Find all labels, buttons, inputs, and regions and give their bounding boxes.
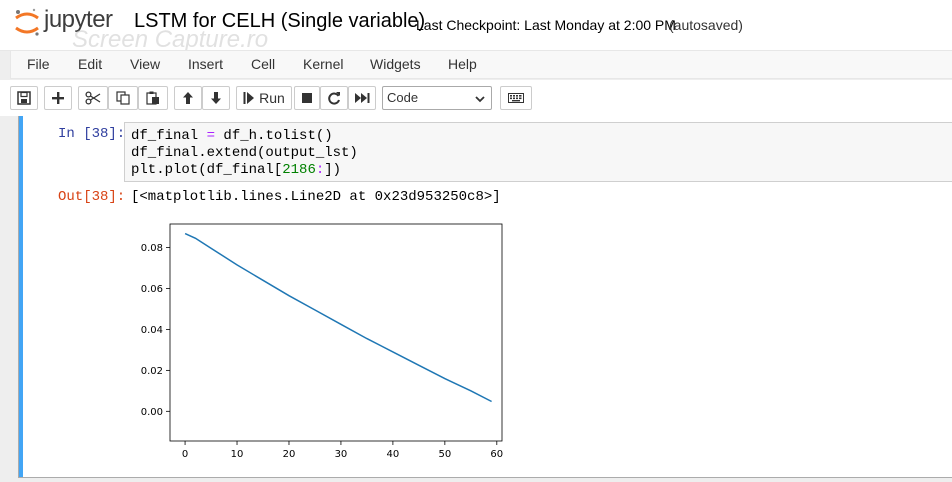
menu-view[interactable]: View [130, 56, 161, 72]
axes-frame [169, 223, 503, 442]
arrow-down-icon [211, 92, 221, 104]
run-button[interactable]: Run [236, 86, 292, 110]
x-tick-label: 0 [182, 449, 188, 460]
stop-icon [302, 93, 312, 103]
command-palette-button[interactable] [500, 86, 532, 110]
cell-type-select[interactable]: Code [382, 86, 492, 110]
x-tick-label: 50 [438, 449, 451, 460]
restart-icon [328, 92, 340, 105]
save-icon [17, 91, 31, 105]
input-prompt: In [38]: [58, 126, 126, 142]
paste-icon [146, 91, 159, 105]
x-tick-label: 30 [335, 449, 348, 460]
chevron-down-icon [475, 96, 485, 103]
watermark: Screen Capture.ro [72, 26, 269, 53]
cut-icon [85, 91, 101, 105]
header-bar: jupyter LSTM for CELH (Single variable) … [0, 0, 952, 53]
menu-insert[interactable]: Insert [188, 56, 224, 72]
menu-widgets[interactable]: Widgets [370, 56, 421, 72]
y-tick-label: 0.00 [141, 407, 163, 418]
output-text: [<matplotlib.lines.Line2D at 0x23d953250… [131, 189, 501, 205]
run-icon [243, 92, 255, 104]
jupyter-logo-icon [15, 8, 39, 36]
move-down-button[interactable] [202, 86, 230, 110]
selected-cell-indicator [18, 116, 23, 478]
menu-bar: File Edit View Insert Cell Kernel Widget… [10, 51, 952, 79]
y-tick-label: 0.04 [141, 325, 163, 336]
series-line [184, 232, 492, 403]
paste-button[interactable] [138, 86, 168, 110]
notebook-area: In [38]: df_final = df_h.tolist() df_fin… [0, 116, 952, 482]
code-line-3: plt.plot(df_final[2186:]) [131, 162, 342, 178]
x-tick-label: 20 [283, 449, 296, 460]
code-cell[interactable] [18, 116, 952, 478]
menu-kernel[interactable]: Kernel [303, 56, 344, 72]
jupyter-logo[interactable] [10, 6, 120, 42]
x-tick-label: 10 [231, 449, 244, 460]
toolbar: Run Code [0, 80, 952, 116]
code-line-1: df_final = df_h.tolist() [131, 128, 333, 144]
restart-kernel-button[interactable] [320, 86, 348, 110]
y-tick-label: 0.02 [141, 366, 163, 377]
header-divider [0, 50, 952, 51]
insert-cell-button[interactable] [44, 86, 72, 110]
jupyter-logo-text: jupyter [44, 6, 113, 33]
y-tick-label: 0.06 [141, 284, 163, 295]
menu-cell[interactable]: Cell [251, 56, 276, 72]
menu-edit[interactable]: Edit [78, 56, 103, 72]
save-button[interactable] [10, 86, 38, 110]
autosave-status: (autosaved) [669, 17, 743, 33]
y-tick-label: 0.08 [141, 243, 163, 254]
plus-icon [52, 92, 64, 104]
cell-type-value: Code [387, 90, 419, 105]
move-up-button[interactable] [174, 86, 202, 110]
output-prompt: Out[38]: [58, 189, 126, 205]
cut-button[interactable] [78, 86, 108, 110]
notebook-title[interactable]: LSTM for CELH (Single variable) [134, 10, 426, 32]
x-tick-label: 40 [387, 449, 400, 460]
checkpoint-status: Last Checkpoint: Last Monday at 2:00 PM [416, 17, 676, 33]
x-tick-label: 60 [490, 449, 503, 460]
copy-icon [116, 91, 130, 105]
fast-forward-icon [355, 93, 370, 103]
arrow-up-icon [183, 92, 193, 104]
menu-help[interactable]: Help [448, 56, 477, 72]
run-button-label: Run [259, 90, 285, 106]
code-editor[interactable]: df_final = df_h.tolist() df_final.extend… [124, 122, 952, 182]
restart-run-all-button[interactable] [348, 86, 376, 110]
keyboard-icon [508, 93, 524, 103]
copy-button[interactable] [108, 86, 138, 110]
menu-file[interactable]: File [27, 56, 50, 72]
interrupt-kernel-button[interactable] [294, 86, 320, 110]
line-plot: 0 10 20 30 40 50 60 0.00 0.02 0.04 0.06 0.08 [141, 223, 503, 460]
code-line-2: df_final.extend(output_lst) [131, 145, 358, 161]
